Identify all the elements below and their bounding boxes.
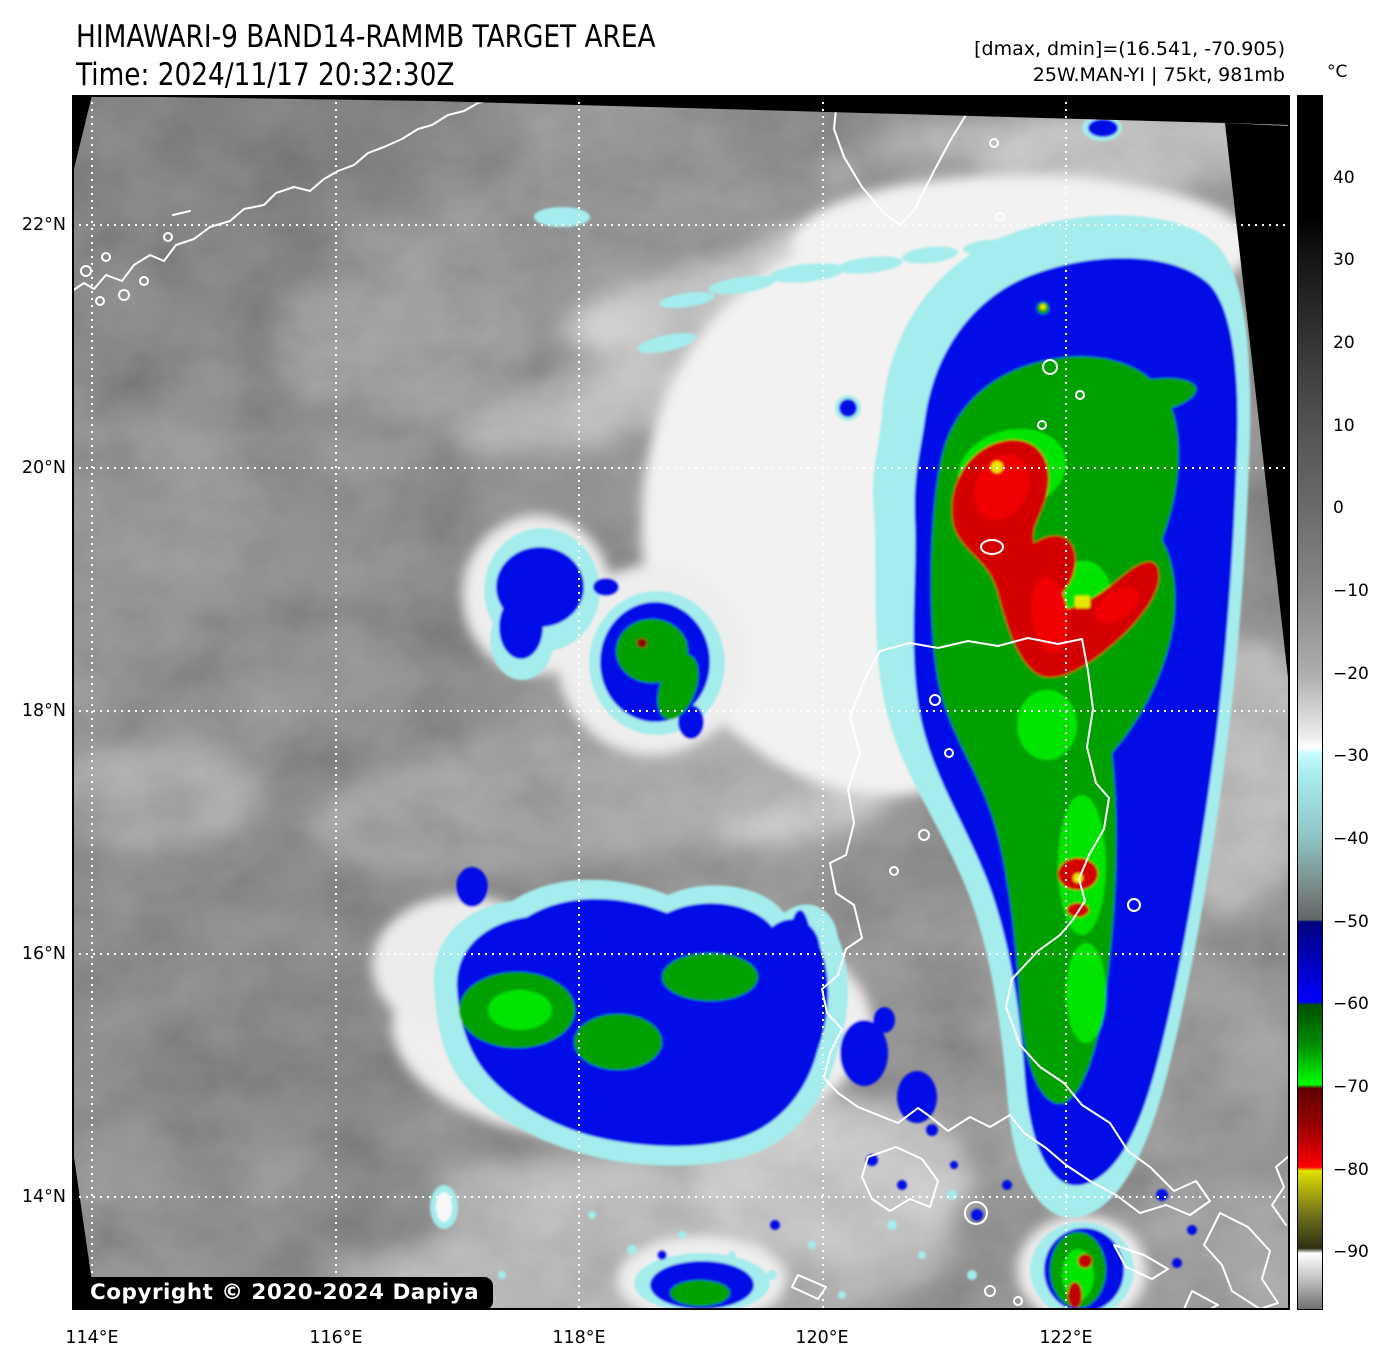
lat-axis-label: 20°N xyxy=(21,458,66,478)
colorbar-tick-label: 10 xyxy=(1333,416,1355,436)
colorbar-tick-label: −80 xyxy=(1333,1160,1369,1180)
header-block: HIMAWARI-9 BAND14-RAMMB TARGET AREA Time… xyxy=(76,18,656,94)
lon-axis-label: 120°E xyxy=(795,1328,849,1348)
colorbar-tick-label: −90 xyxy=(1333,1242,1369,1262)
colorbar-tick-label: −10 xyxy=(1333,581,1369,601)
lat-axis-label: 18°N xyxy=(21,701,66,721)
range-info-label: [dmax, dmin]=(16.541, -70.905) xyxy=(974,38,1285,60)
lat-axis-label: 14°N xyxy=(21,1187,66,1207)
no-data-regions xyxy=(72,95,1290,1310)
satellite-image xyxy=(0,15,1362,1335)
lon-axis-label: 114°E xyxy=(65,1328,119,1348)
satellite-map xyxy=(0,15,1362,1335)
colorbar-tick-label: −20 xyxy=(1333,664,1369,684)
colorbar-tick-label: 40 xyxy=(1333,168,1355,188)
lat-axis-label: 22°N xyxy=(21,215,66,235)
colorbar-tick-label: −50 xyxy=(1333,912,1369,932)
coastlines xyxy=(71,94,1291,1310)
colorbar-tick-label: 20 xyxy=(1333,333,1355,353)
page-title: HIMAWARI-9 BAND14-RAMMB TARGET AREA xyxy=(76,19,656,55)
colorbar-tick-label: 30 xyxy=(1333,250,1355,270)
colorbar-tick-label: −40 xyxy=(1333,829,1369,849)
celsius-unit-label: °C xyxy=(1327,62,1348,82)
typhoon-cloud-shield xyxy=(372,115,1252,1325)
timestamp-label: Time: 2024/11/17 20:32:30Z xyxy=(76,57,455,93)
storm-info-block: [dmax, dmin]=(16.541, -70.905) 25W.MAN-Y… xyxy=(974,36,1285,88)
lon-axis-label: 116°E xyxy=(309,1328,363,1348)
temperature-colorbar xyxy=(1297,95,1323,1310)
colorbar-tick-label: −60 xyxy=(1333,994,1369,1014)
lon-axis-label: 122°E xyxy=(1039,1328,1093,1348)
lon-axis-label: 118°E xyxy=(552,1328,606,1348)
colorbar-tick-label: −70 xyxy=(1333,1077,1369,1097)
colorbar-tick-label: 0 xyxy=(1333,498,1344,518)
colorbar-tick-label: −30 xyxy=(1333,746,1369,766)
copyright-badge: Copyright © 2020-2024 Dapiya xyxy=(76,1277,494,1310)
grid-lines xyxy=(72,95,1290,1310)
storm-info-label: 25W.MAN-YI | 75kt, 981mb xyxy=(1032,64,1285,86)
lat-axis-label: 16°N xyxy=(21,944,66,964)
